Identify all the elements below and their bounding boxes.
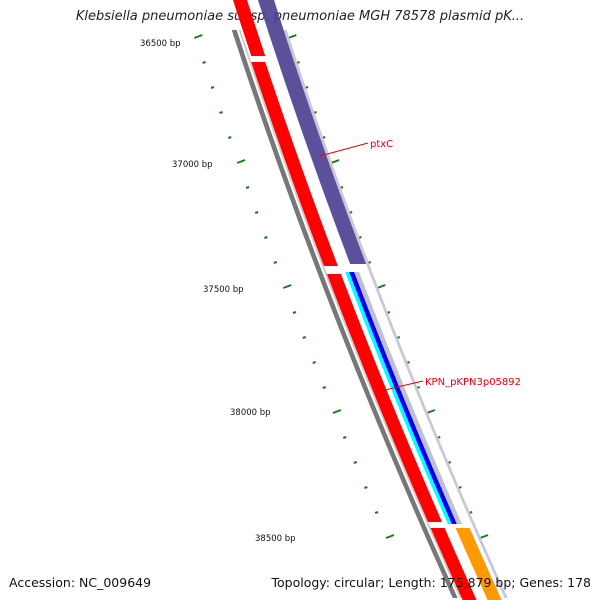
backbone-line: [231, 30, 458, 598]
ruler-tick: [374, 511, 379, 514]
ruler-tick: [385, 534, 395, 539]
ruler-tick: [264, 236, 268, 239]
ruler-tick: [282, 284, 292, 289]
feature-tracks: [231, 0, 508, 600]
ruler-tick: [273, 261, 278, 264]
gene-cds-reverse-2: [251, 62, 338, 266]
ruler-tick: [219, 111, 223, 114]
ruler-tick: [236, 159, 246, 164]
ruler-tick: [312, 361, 316, 364]
accession-text: Accession: NC_009649: [9, 575, 152, 590]
gene-cds-ptxC: [258, 0, 367, 264]
ruler-tick: [376, 284, 386, 289]
ruler-tick: [479, 534, 489, 539]
ruler-tick: [332, 409, 342, 414]
ruler-tick: [202, 61, 206, 64]
ruler-label-38000: 38000 bp: [230, 408, 271, 418]
ruler-tick: [254, 211, 259, 214]
ruler-tick: [227, 136, 232, 139]
ptxC-leader-line: [319, 142, 369, 157]
ruler-labels: 36500 bp 37000 bp 37500 bp 38000 bp 3850…: [140, 39, 296, 544]
gene-feature-KPN-pKPN3p05892: [349, 272, 457, 524]
ruler-tick: [342, 436, 347, 439]
ruler-tick: [287, 34, 297, 39]
gene-label-ptxC[interactable]: ptxC: [370, 139, 393, 150]
gene-labels: ptxC KPN_pKPN3p05892: [319, 139, 521, 393]
ruler-label-37500: 37500 bp: [203, 285, 244, 295]
ruler-tick: [322, 386, 327, 389]
gene-label-KPN-pKPN3p05892[interactable]: KPN_pKPN3p05892: [425, 377, 521, 388]
gene-cds-orange: [455, 528, 502, 600]
ruler-tick: [193, 34, 203, 39]
gene-cds-reverse-4: [430, 528, 477, 600]
map-title: Klebsiella pneumoniae subsp. pneumoniae …: [75, 9, 525, 24]
forward-track-halo: [283, 30, 508, 598]
ruler-tick: [353, 461, 358, 464]
ruler-tick: [302, 336, 307, 339]
gene-feature-cyan: [345, 272, 452, 524]
ruler-label-37000: 37000 bp: [172, 160, 213, 170]
ruler-tick: [364, 486, 368, 489]
KPN-pKPN3p05892-leader-line: [375, 380, 424, 393]
ruler-tick: [245, 186, 250, 189]
gene-cds-reverse-1: [233, 0, 266, 56]
summary-text: Topology: circular; Length: 175,879 bp; …: [271, 575, 592, 590]
ruler-label-36500: 36500 bp: [140, 39, 181, 49]
ruler-label-38500: 38500 bp: [255, 534, 296, 544]
ruler-tick: [426, 409, 436, 414]
ruler-tick: [330, 159, 340, 164]
gene-feature-outline: [354, 272, 462, 524]
ruler-tick: [292, 311, 297, 314]
ruler-tick: [210, 86, 215, 89]
gene-cds-reverse-3: [326, 274, 443, 522]
